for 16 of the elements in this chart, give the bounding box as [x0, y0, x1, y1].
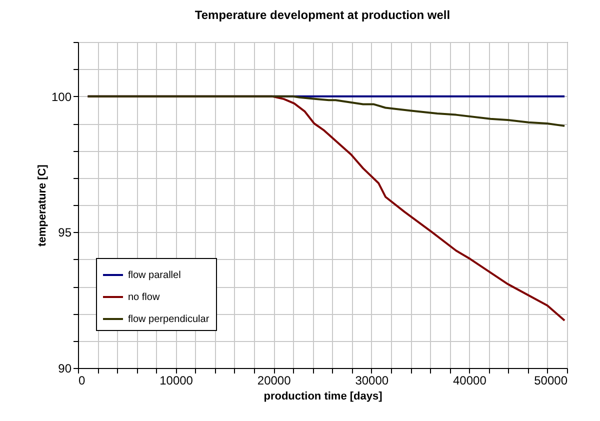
y-tick-label: 100 [51, 90, 72, 104]
y-tick-label: 95 [58, 226, 72, 240]
x-tick-label: 0 [78, 374, 86, 388]
legend-label: no flow [128, 292, 160, 303]
line-series [86, 95, 566, 127]
x-tick-label: 20000 [257, 374, 292, 388]
legend-label: flow parallel [128, 270, 181, 281]
y-tick-label: 90 [58, 362, 72, 376]
x-tick-label: 40000 [453, 374, 487, 388]
x-tick-label: 10000 [160, 374, 194, 388]
y-axis-title: temperature [C] [36, 164, 48, 246]
chart-title: Temperature development at production well [194, 8, 450, 22]
x-tick-label: 50000 [534, 374, 568, 388]
x-tick-label: 30000 [355, 374, 389, 388]
legend-label: flow perpendicular [128, 314, 210, 325]
x-axis-title: production time [days] [264, 390, 383, 402]
